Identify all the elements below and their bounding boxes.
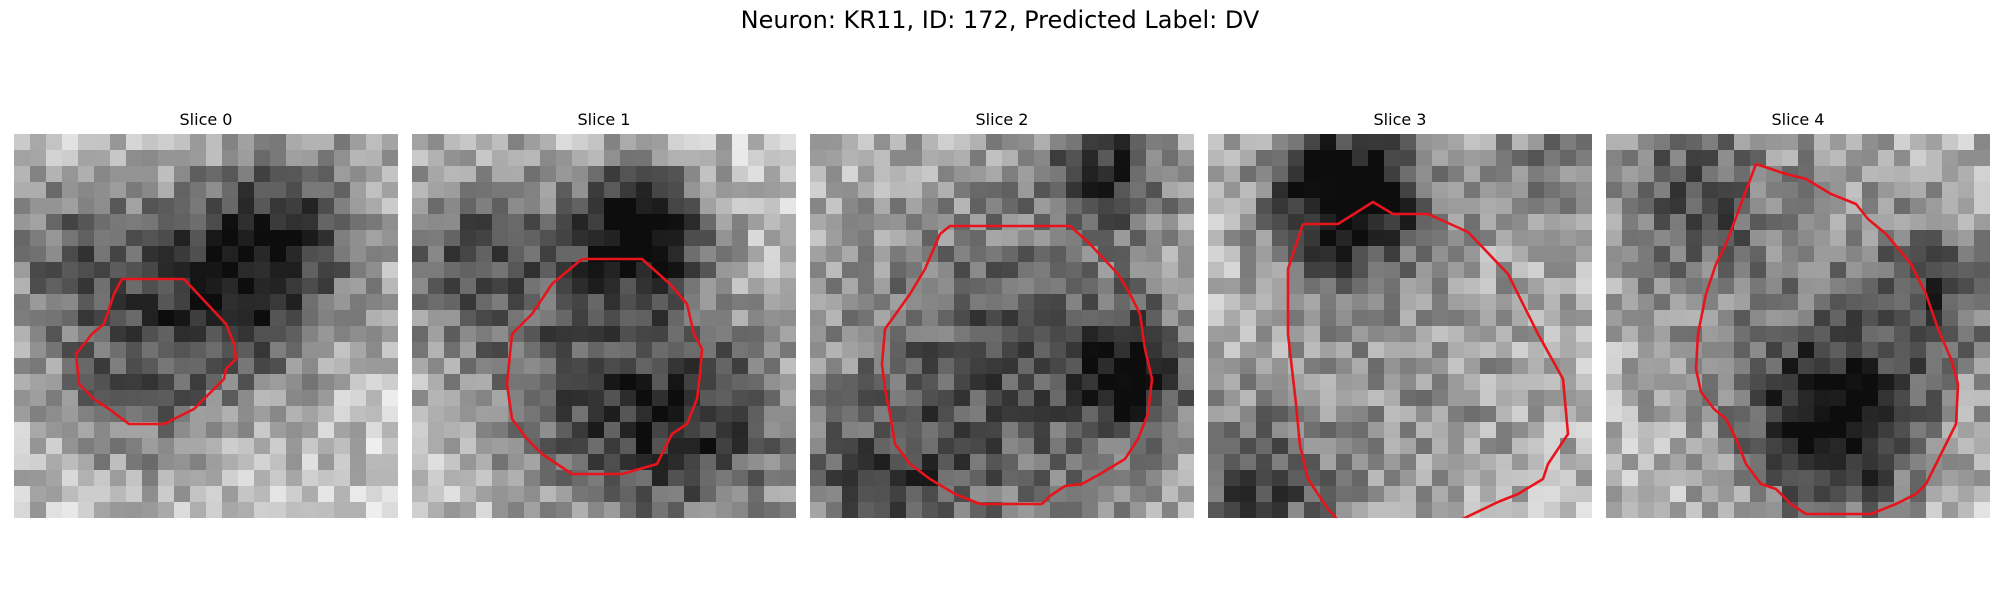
contour-line-4 <box>1694 162 1960 516</box>
slice-panel-2: Slice 2 <box>810 108 1194 518</box>
slice-image-3 <box>1208 134 1592 518</box>
slice-title-0: Slice 0 <box>179 110 233 129</box>
slice-title-3: Slice 3 <box>1373 110 1427 129</box>
slice-panel-0: Slice 0 <box>14 108 398 518</box>
slice-panel-3: Slice 3 <box>1208 108 1592 518</box>
slice-title-2: Slice 2 <box>975 110 1029 129</box>
contour-line-0 <box>74 277 238 426</box>
contour-line-2 <box>880 224 1154 506</box>
figure-title: Neuron: KR11, ID: 172, Predicted Label: … <box>740 6 1260 34</box>
slice-image-1 <box>412 134 796 518</box>
contour-line-3 <box>1286 200 1570 518</box>
slice-title-4: Slice 4 <box>1771 110 1825 129</box>
slice-title-1: Slice 1 <box>577 110 631 129</box>
slice-image-2 <box>810 134 1194 518</box>
slice-image-4 <box>1606 134 1990 518</box>
contour-line-1 <box>505 257 704 476</box>
slice-panel-1: Slice 1 <box>412 108 796 518</box>
slice-image-0 <box>14 134 398 518</box>
slice-panel-4: Slice 4 <box>1606 108 1990 518</box>
